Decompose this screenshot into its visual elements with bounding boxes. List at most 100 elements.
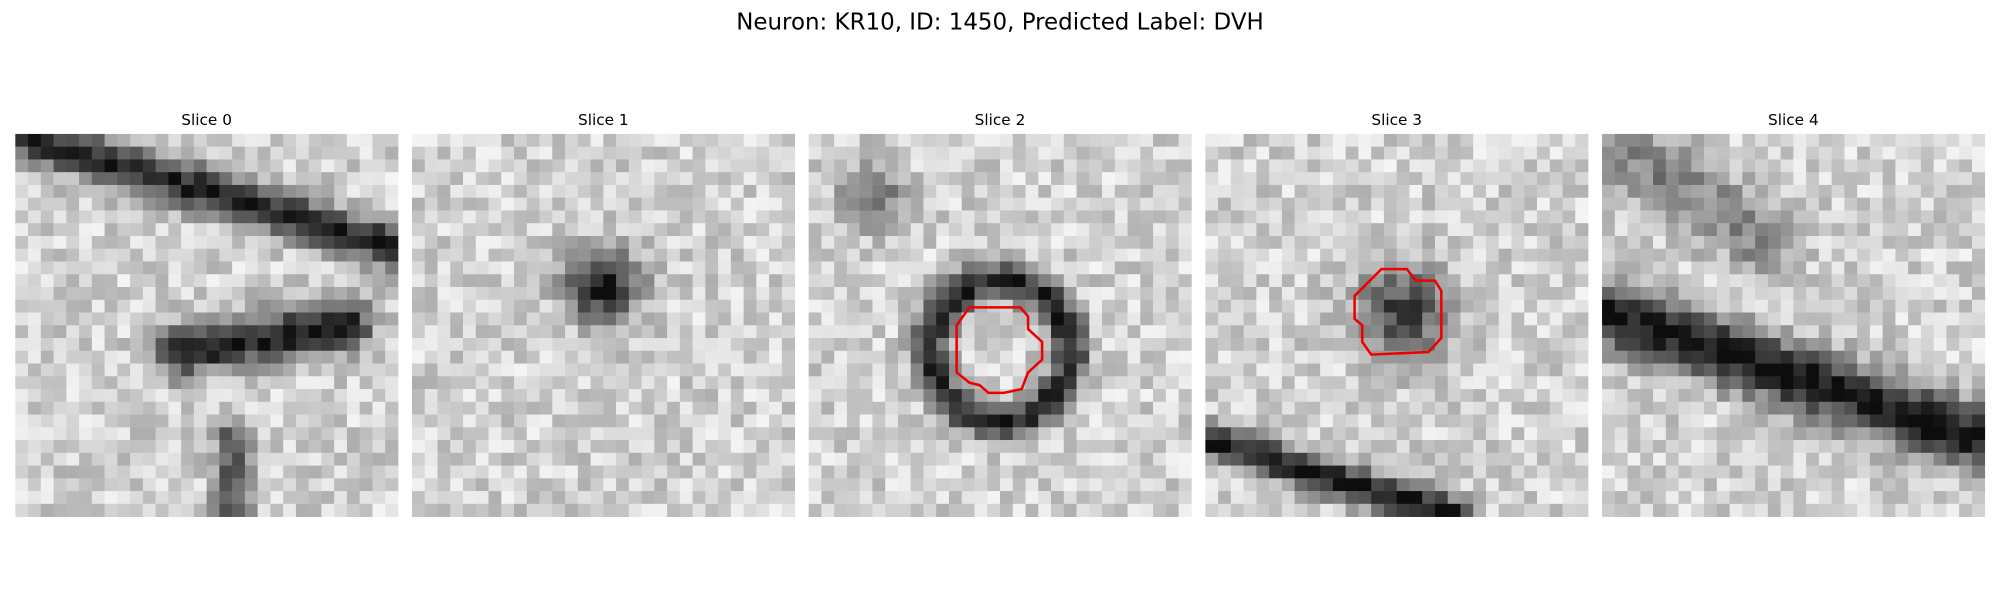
pixel [1000,427,1014,441]
pixel [1422,389,1436,403]
pixel [437,440,451,454]
pixel [1114,223,1128,237]
pixel [66,146,80,160]
pixel [295,248,310,262]
pixel [334,261,348,275]
pixel [1409,452,1423,466]
pixel [1434,172,1449,186]
pixel [859,223,873,237]
pixel [834,146,848,160]
pixel [1243,197,1257,211]
pixel [974,184,988,199]
pixel [1920,503,1935,517]
pixel [1102,210,1116,224]
pixel [1511,440,1525,454]
pixel [667,248,681,262]
pixel [1755,401,1769,415]
pixel [1165,184,1179,199]
pixel [641,172,655,186]
pixel [897,274,912,288]
pixel [1153,325,1167,339]
pixel [244,350,259,364]
pixel [1536,223,1551,237]
pixel [40,235,54,250]
pixel [308,452,322,466]
pixel [1012,286,1026,301]
pixel [244,146,259,160]
pixel [168,286,182,301]
pixel [104,440,118,454]
pixel [1165,248,1179,262]
pixel [1895,376,1909,390]
pixel [756,133,770,148]
pixel [1371,465,1385,479]
pixel [1869,389,1884,403]
pixel [1857,184,1871,199]
pixel [1332,261,1347,275]
pixel [1153,197,1167,211]
pixel [1575,172,1589,186]
pixel [1320,503,1334,517]
pixel [79,503,93,517]
pixel [846,172,861,186]
pixel [821,503,835,517]
pixel [411,363,426,377]
pixel [1447,452,1461,466]
pixel [859,452,873,466]
pixel [846,350,861,364]
pixel [1549,465,1563,479]
pixel [1205,299,1219,313]
pixel [1320,248,1334,262]
pixel [1473,299,1487,313]
pixel [193,274,208,288]
pixel [475,223,489,237]
pixel [1627,414,1641,428]
pixel [1396,197,1410,211]
pixel [91,376,105,390]
pixel [142,376,156,390]
pixel [1729,248,1743,262]
pixel [1614,197,1628,211]
pixel [616,325,630,339]
pixel [1806,223,1820,237]
pixel [1524,491,1538,505]
pixel [1294,197,1308,211]
pixel [679,261,693,275]
pixel [117,146,131,160]
pixel [1473,491,1487,505]
pixel [756,414,770,428]
pixel [257,197,271,211]
pixel [1089,363,1103,377]
pixel [1908,376,1922,390]
pixel [1269,414,1283,428]
pixel [1946,299,1960,313]
pixel [603,248,617,262]
pixel [885,184,899,199]
pixel [1269,389,1283,403]
pixel [1691,503,1705,517]
pixel [1153,274,1167,288]
pixel [1256,452,1270,466]
pixel [346,389,361,403]
pixel [168,440,182,454]
pixel [385,363,399,377]
pixel [1627,350,1641,364]
pixel [155,299,169,313]
pixel [859,235,873,250]
pixel [705,312,719,326]
pixel [346,312,361,326]
pixel [936,478,950,492]
pixel [1627,184,1641,199]
pixel [1793,503,1807,517]
pixel [359,465,373,479]
pixel [1895,312,1909,326]
pixel [1806,274,1820,288]
pixel [730,338,745,352]
pixel [1498,235,1512,250]
pixel [692,363,706,377]
pixel [987,261,1001,275]
pixel [1165,440,1179,454]
pixel [1447,338,1461,352]
pixel [526,325,540,339]
pixel [987,427,1001,441]
